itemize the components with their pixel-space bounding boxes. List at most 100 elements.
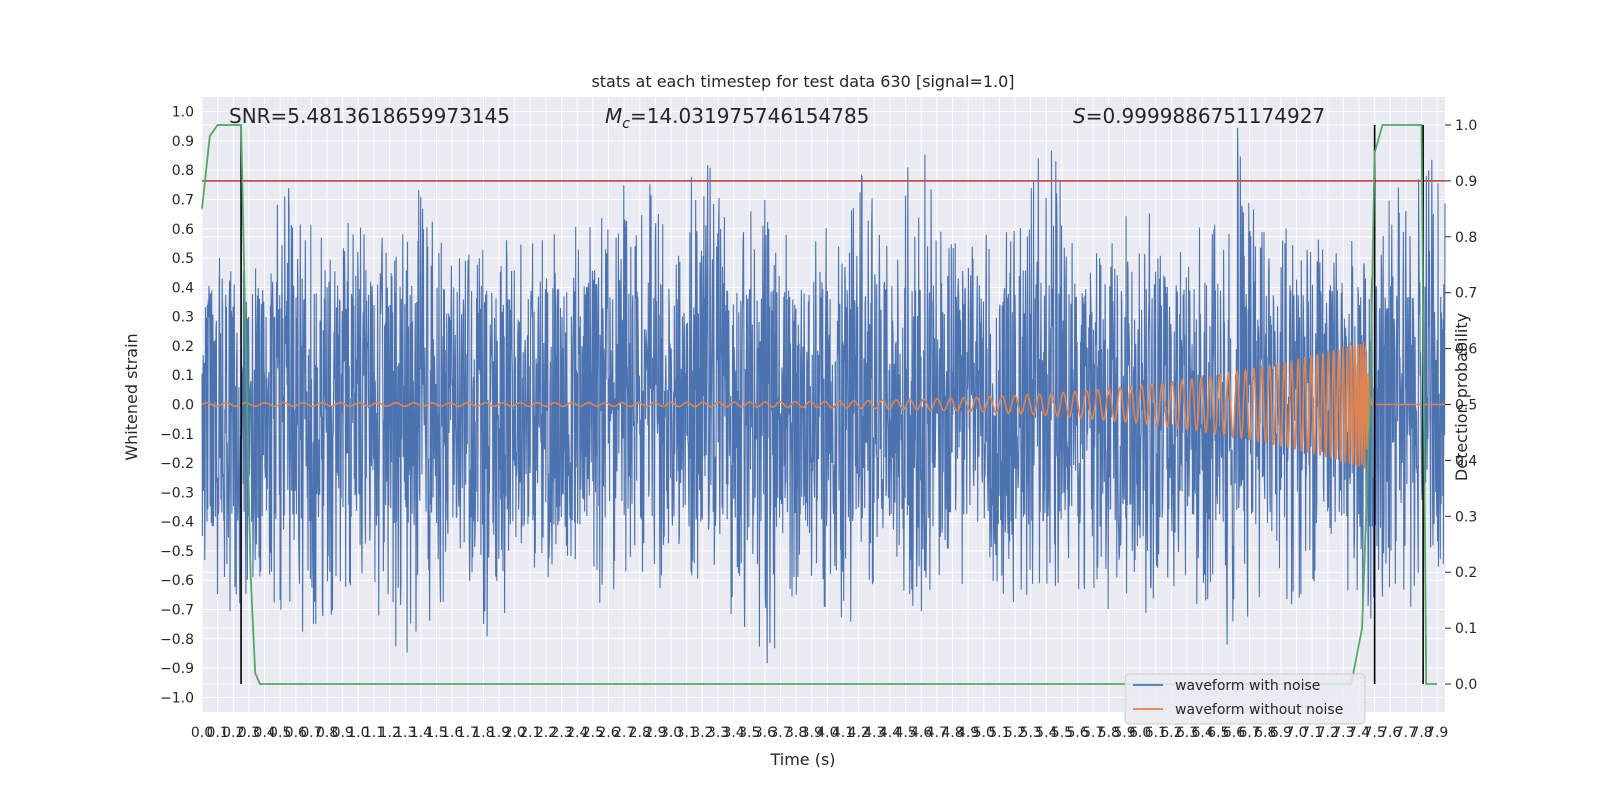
y-right-tick-label: 0.8 <box>1455 230 1477 246</box>
x-tick-label: 4.7 <box>926 725 948 741</box>
y-tick-label: 0.2 <box>172 339 194 355</box>
y-tick-label: 1.0 <box>172 105 194 121</box>
chirp-mass-symbol: M <box>605 104 622 128</box>
x-tick-label: 7.9 <box>1426 725 1448 741</box>
legend-box <box>1124 673 1366 725</box>
x-tick-label: 2.3 <box>550 725 572 741</box>
x-tick-label: 4.4 <box>879 725 901 741</box>
x-tick-label: 1.2 <box>378 725 400 741</box>
x-tick-label: 5.8 <box>1098 725 1120 741</box>
x-tick-label: 5.0 <box>973 725 995 741</box>
x-tick-label: 5.4 <box>1035 725 1057 741</box>
x-tick-label: 6.1 <box>1145 725 1167 741</box>
chart-title: stats at each timestep for test data 630… <box>591 72 1014 91</box>
x-tick-label: 6.4 <box>1192 725 1214 741</box>
x-tick-label: 5.3 <box>1020 725 1042 741</box>
s-value: =0.9999886751174927 <box>1086 104 1325 128</box>
x-tick-label: 3.1 <box>676 725 698 741</box>
y-axis-label: Whitened strain <box>122 333 141 460</box>
y-tick-label: 0.0 <box>172 398 194 414</box>
y-tick-label: 0.6 <box>172 222 194 238</box>
legend: waveform with noise waveform without noi… <box>1124 673 1366 725</box>
x-tick-label: 0.4 <box>253 725 275 741</box>
x-tick-label: 4.0 <box>816 725 838 741</box>
x-tick-label: 3.3 <box>707 725 729 741</box>
x-tick-label: 2.7 <box>613 725 635 741</box>
y-right-tick-label: 0.9 <box>1455 174 1477 190</box>
x-tick-label: 0.1 <box>207 725 229 741</box>
y-axis-right-ticks: 0.0 0.1 0.2 0.3 0.4 0.5 0.6 0.7 0.8 0.9 1.0 <box>1445 118 1477 693</box>
plot-area <box>201 97 1446 712</box>
y-axis-left-ticks: −1.0 −0.9 −0.8 −0.7 −0.6 −0.5 −0.4 −0.3 −0.2 −0.1… <box>160 105 194 707</box>
y-right-tick-label: 0.1 <box>1455 621 1477 637</box>
x-tick-label: 2.9 <box>644 725 666 741</box>
x-tick-label: 0.3 <box>238 725 260 741</box>
x-tick-label: 3.9 <box>801 725 823 741</box>
x-tick-label: 5.7 <box>1082 725 1104 741</box>
x-tick-label: 0.8 <box>316 725 338 741</box>
x-tick-label: 4.2 <box>848 725 870 741</box>
x-tick-label: 7.6 <box>1379 725 1401 741</box>
x-tick-label: 6.7 <box>1238 725 1260 741</box>
x-tick-label: 5.1 <box>988 725 1010 741</box>
x-tick-label: 7.4 <box>1348 725 1370 741</box>
annotations: SNR=5.4813618659973145 Mc=14.03197574615… <box>229 104 1325 132</box>
y-right-tick-label: 0.6 <box>1455 342 1477 358</box>
x-tick-label: 3.0 <box>660 725 682 741</box>
x-tick-label: 6.3 <box>1176 725 1198 741</box>
x-tick-label: 1.1 <box>363 725 385 741</box>
x-tick-label: 5.9 <box>1113 725 1135 741</box>
s-annotation: S=0.9999886751174927 <box>1073 104 1325 128</box>
snr-annotation: SNR=5.4813618659973145 <box>229 104 510 128</box>
x-tick-label: 3.6 <box>754 725 776 741</box>
clean-line <box>201 341 1445 469</box>
x-tick-label: 2.5 <box>582 725 604 741</box>
y-tick-label: −0.9 <box>160 661 194 677</box>
x-tick-label: 4.6 <box>910 725 932 741</box>
x-tick-label: 0.7 <box>300 725 322 741</box>
legend-label-clean: waveform without noise <box>1175 702 1343 718</box>
chirp-mass-annotation: Mc=14.031975746154785 <box>605 104 869 132</box>
x-tick-label: 6.5 <box>1207 725 1229 741</box>
y-tick-label: 0.5 <box>172 251 194 267</box>
x-tick-label: 1.3 <box>394 725 416 741</box>
y-right-tick-label: 0.7 <box>1455 286 1477 302</box>
x-tick-label: 4.8 <box>941 725 963 741</box>
y-tick-label: −1.0 <box>160 690 194 706</box>
x-tick-label: 1.8 <box>472 725 494 741</box>
s-symbol: S <box>1073 104 1086 128</box>
x-tick-label: 2.2 <box>535 725 557 741</box>
y-right-tick-label: 0.2 <box>1455 565 1477 581</box>
x-tick-label: 7.3 <box>1332 725 1354 741</box>
y-tick-label: −0.2 <box>160 456 194 472</box>
noise-line <box>201 127 1446 664</box>
x-tick-label: 0.5 <box>269 725 291 741</box>
y-right-tick-label: 0.3 <box>1455 509 1477 525</box>
x-tick-label: 2.0 <box>504 725 526 741</box>
x-tick-label: 2.1 <box>519 725 541 741</box>
x-tick-label: 2.4 <box>566 725 588 741</box>
y-tick-label: −0.1 <box>160 427 194 443</box>
x-tick-label: 7.2 <box>1317 725 1339 741</box>
y-tick-label: −0.4 <box>160 515 194 531</box>
x-tick-label: 7.5 <box>1364 725 1386 741</box>
x-tick-label: 4.9 <box>957 725 979 741</box>
x-tick-label: 5.6 <box>1066 725 1088 741</box>
y-tick-label: −0.7 <box>160 603 194 619</box>
x-tick-label: 1.9 <box>488 725 510 741</box>
x-tick-label: 3.2 <box>691 725 713 741</box>
x-tick-label: 7.0 <box>1285 725 1307 741</box>
y-tick-label: 0.3 <box>172 310 194 326</box>
x-tick-label: 6.0 <box>1129 725 1151 741</box>
y-right-tick-label: 1.0 <box>1455 118 1477 134</box>
y-right-tick-label: 0.4 <box>1455 453 1477 469</box>
x-tick-label: 5.5 <box>1051 725 1073 741</box>
y-tick-label: 0.9 <box>172 134 194 150</box>
x-tick-label: 1.4 <box>410 725 432 741</box>
y-tick-label: 0.8 <box>172 163 194 179</box>
x-tick-label: 4.1 <box>832 725 854 741</box>
x-tick-label: 1.6 <box>441 725 463 741</box>
x-tick-label: 4.3 <box>863 725 885 741</box>
y-tick-label: −0.6 <box>160 573 194 589</box>
